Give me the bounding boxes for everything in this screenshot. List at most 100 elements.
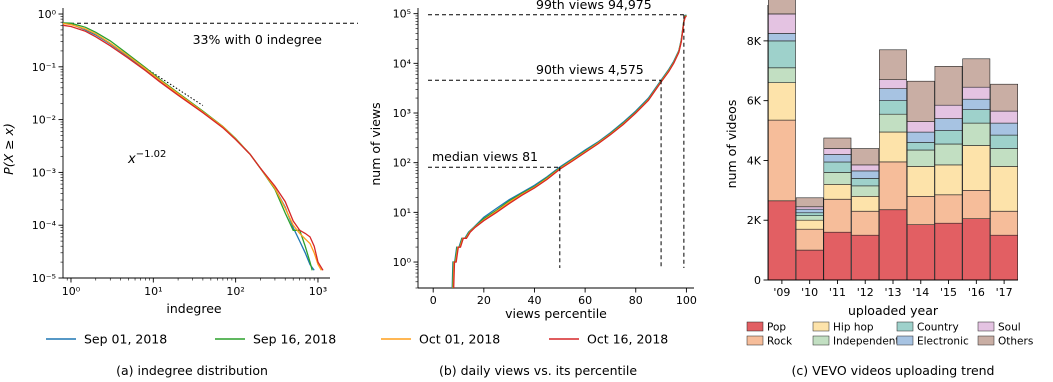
bar-segment: [851, 164, 880, 172]
bar-segment: [934, 222, 963, 281]
bar-segment: [906, 224, 935, 281]
bar-segment: [934, 164, 963, 196]
bar-segment: [851, 234, 880, 281]
panel-c-legend-swatch: [746, 321, 764, 332]
panel-b-x-tick-label: 20: [477, 294, 491, 307]
panel-c-legend-swatch: [746, 335, 764, 346]
bar-segment: [990, 211, 1019, 236]
shared-legend-label: Oct 16, 2018: [587, 332, 668, 347]
bar-segment: [934, 130, 963, 145]
bar-segment: [990, 234, 1019, 281]
panel-b-y-tick-label: 10⁴: [393, 57, 412, 70]
panel-b-y-tick-label: 10⁰: [393, 256, 412, 269]
bar-segment: [906, 196, 935, 226]
bar-segment: [962, 86, 991, 100]
panel-c-x-tick-label: '11: [829, 286, 846, 299]
panel-a-series-line: [62, 22, 322, 271]
panel-b-marks: 0 20 40 60 80 100 10⁰ 10¹ 10² 10³ 10⁴ 10⁵ median vie…: [393, 0, 697, 307]
panel-daily-views-percentile: 0 20 40 60 80 100 10⁰ 10¹ 10² 10³ 10⁴ 10⁵ median vie…: [368, 0, 697, 378]
panel-b-ylabel: num of views: [368, 102, 383, 185]
bar-segment: [795, 197, 824, 208]
panel-b-marker-label: 90th views 4,575: [536, 62, 644, 77]
panel-a-ylabel: P(X ≥ x): [1, 123, 16, 175]
panel-c-y-tick-label: 4K: [747, 154, 762, 167]
bar-segment: [962, 190, 991, 220]
bar-segment: [795, 249, 824, 281]
panel-c-legend-label: Electronic: [917, 336, 969, 348]
panel-b-y-tick-label: 10²: [393, 157, 411, 170]
panel-a-y-tick-label: 10⁻⁴: [32, 219, 57, 232]
panel-c-legend-label: Country: [917, 322, 959, 334]
bar-segment: [851, 211, 880, 236]
panel-a-series-line: [62, 24, 324, 271]
panel-a-x-tick-label: 10¹: [144, 285, 162, 298]
panel-a-y-tick-label: 10⁻²: [32, 114, 56, 127]
shared-legend-label: Sep 16, 2018: [253, 332, 336, 347]
panel-c-legend-swatch: [812, 321, 830, 332]
panel-c-legend-swatch: [977, 335, 995, 346]
bar-segment: [767, 200, 796, 281]
bar-segment: [934, 118, 963, 131]
bar-segment: [767, 67, 796, 84]
bar-segment: [823, 184, 852, 200]
panel-c-x-tick-label: '14: [912, 286, 929, 299]
panel-b-x-tick-label: 0: [430, 294, 437, 307]
panel-c-legend-label: Rock: [767, 336, 793, 348]
bar-segment: [767, 119, 796, 202]
bar-segment: [934, 194, 963, 224]
panel-c-x-tick-label: '16: [968, 286, 985, 299]
bar-segment: [879, 88, 907, 101]
panel-b-y-tick-label: 10¹: [393, 206, 411, 219]
panel-c-legend-label: Others: [998, 336, 1033, 348]
bar-segment: [906, 142, 935, 151]
bar-segment: [879, 49, 907, 80]
bar-segment: [823, 199, 852, 233]
bar-segment: [962, 145, 991, 191]
bar-segment: [906, 166, 935, 197]
bar-segment: [795, 208, 824, 214]
bar-segment: [879, 161, 907, 210]
panel-b-marker-label: median views 81: [432, 149, 538, 164]
panel-b-x-tick-label: 60: [578, 294, 592, 307]
bar-segment: [795, 215, 824, 221]
bar-segment: [879, 100, 907, 115]
shared-legend-label: Oct 01, 2018: [419, 332, 500, 347]
panel-c-legend-swatch: [977, 321, 995, 332]
bar-segment: [851, 170, 880, 179]
bar-segment: [990, 83, 1019, 112]
panel-a-y-tick-label: 10⁻¹: [32, 61, 56, 74]
bar-segment: [823, 154, 852, 163]
bar-segment: [795, 206, 824, 210]
panel-a-caption: (a) indegree distribution: [116, 363, 268, 378]
bar-segment: [767, 40, 796, 69]
bar-segment: [851, 148, 880, 166]
panel-b-x-tick-label: 80: [629, 294, 643, 307]
bar-segment: [906, 149, 935, 167]
shared-legend: Sep 01, 2018 Sep 16, 2018 Oct 01, 2018 Oct …: [46, 332, 668, 347]
panel-a-y-tick-label: 10⁰: [38, 8, 57, 21]
bar-segment: [879, 79, 907, 89]
bar-segment: [990, 134, 1019, 149]
bar-segment: [823, 137, 852, 149]
panel-vevo-uploading-trend: '09 '10 '11 '12 '13 '14 '15 '16 '17 0 2K 4K 6K 8K upl…: [724, 0, 1033, 378]
panel-c-x-tick-label: '13: [884, 286, 901, 299]
panel-c-y-tick-label: 0: [754, 274, 761, 287]
bar-segment: [879, 131, 907, 163]
panel-c-ylabel: num of videos: [724, 100, 739, 189]
panel-a-x-tick-label: 10²: [226, 285, 244, 298]
bar-segment: [795, 219, 824, 230]
bar-segment: [990, 110, 1019, 124]
panel-a-x-tick-label: 10⁰: [62, 285, 81, 298]
bar-segment: [962, 122, 991, 146]
bar-segment: [990, 122, 1019, 136]
panel-b-x-tick-label: 100: [676, 294, 697, 307]
bar-segment: [879, 209, 907, 281]
panel-indegree-distribution: 10⁰ 10¹ 10² 10³ 10⁰ 10⁻¹ 10⁻² 10⁻³ 10⁻⁴ 10⁻⁵ x−1.0…: [1, 8, 358, 378]
bar-segment: [906, 80, 935, 122]
bar-segment: [934, 143, 963, 166]
bar-segment: [767, 13, 796, 34]
bar-segment: [767, 0, 796, 15]
bar-segment: [962, 218, 991, 281]
panel-a-x-tick-label: 10³: [309, 285, 327, 298]
